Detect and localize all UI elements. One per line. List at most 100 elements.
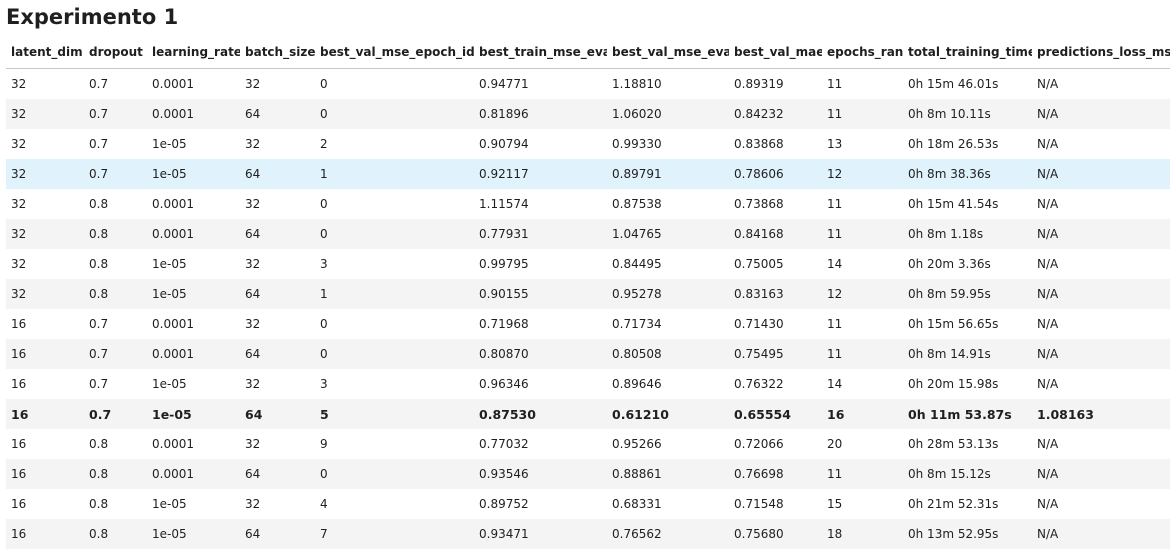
table-cell-best-val-mse-eval: 0.80508 — [612, 347, 662, 361]
table-cell-dropout: 0.8 — [89, 497, 109, 511]
table-cell-epochs-ran: 18 — [827, 527, 843, 541]
table-cell-epochs-ran: 12 — [827, 167, 843, 181]
table-cell-best-train-mse-eval: 0.99795 — [479, 257, 529, 271]
table-cell-best-val-mse-epoch-idx: 0 — [320, 77, 328, 91]
column-header[interactable]: learning_rate — [147, 36, 240, 69]
table-row[interactable]: 16 0.8 1e-05 64 7 0.93471 0.76562 0.75680 18 0h 1… — [6, 519, 1170, 549]
table-cell-best-train-mse-eval: 0.71968 — [479, 317, 529, 331]
table-cell-learning-rate: 0.0001 — [152, 77, 194, 91]
table-row[interactable]: 16 0.8 0.0001 32 9 0.77032 0.95266 0.72066 20 0h … — [6, 429, 1170, 459]
table-cell-learning-rate: 1e-05 — [152, 257, 187, 271]
table-row[interactable]: 16 0.8 1e-05 32 4 0.89752 0.68331 0.71548 15 0h 2… — [6, 489, 1170, 519]
table-cell-best-val-mse-epoch-idx: 0 — [320, 467, 328, 481]
table-cell-learning-rate: 1e-05 — [152, 527, 187, 541]
table-cell-best-val-mse-epoch-idx: 7 — [320, 527, 328, 541]
table-cell-predictions-loss-mse: N/A — [1037, 287, 1059, 301]
table-cell-best-val-mae: 0.83163 — [734, 287, 784, 301]
table-row[interactable]: 32 0.7 1e-05 64 1 0.92117 0.89791 0.78606 12 0h 8… — [6, 159, 1170, 189]
table-cell-best-train-mse-eval: 0.80870 — [479, 347, 529, 361]
table-cell-best-val-mse-epoch-idx: 1 — [320, 287, 328, 301]
table-cell-best-val-mse-eval: 0.76562 — [612, 527, 662, 541]
table-cell-best-val-mae: 0.73868 — [734, 197, 784, 211]
table-cell-epochs-ran: 11 — [827, 107, 843, 121]
column-header[interactable]: best_val_mse_epoch_idx — [315, 36, 474, 69]
table-cell-total-training-time: 0h 21m 52.31s — [908, 497, 999, 511]
table-cell-epochs-ran: 11 — [827, 317, 843, 331]
table-row[interactable]: 32 0.8 1e-05 32 3 0.99795 0.84495 0.75005 14 0h 2… — [6, 249, 1170, 279]
column-header[interactable]: predictions_loss_mse — [1032, 36, 1170, 69]
table-row[interactable]: 16 0.8 0.0001 64 0 0.93546 0.88861 0.76698 11 0h … — [6, 459, 1170, 489]
table-cell-dropout: 0.7 — [89, 107, 109, 121]
table-cell-total-training-time: 0h 8m 38.36s — [908, 167, 991, 181]
column-header[interactable]: batch_size — [240, 36, 315, 69]
table-cell-best-val-mse-epoch-idx: 2 — [320, 137, 328, 151]
table-cell-best-train-mse-eval: 0.93471 — [479, 527, 529, 541]
table-cell-best-train-mse-eval: 0.93546 — [479, 467, 529, 481]
table-row[interactable]: 16 0.7 0.0001 32 0 0.71968 0.71734 0.71430 11 0h … — [6, 309, 1170, 339]
column-header[interactable]: best_val_mae — [729, 36, 822, 69]
table-cell-best-train-mse-eval: 0.81896 — [479, 107, 529, 121]
table-cell-best-train-mse-eval: 0.94771 — [479, 77, 529, 91]
table-cell-best-val-mse-eval: 0.89791 — [612, 167, 662, 181]
column-header[interactable]: latent_dim — [6, 36, 84, 69]
table-cell-best-val-mse-eval: 0.61210 — [612, 406, 669, 422]
table-cell-best-val-mae: 0.76322 — [734, 377, 784, 391]
table-row[interactable]: 32 0.8 0.0001 64 0 0.77931 1.04765 0.84168 11 0h … — [6, 219, 1170, 249]
table-cell-latent-dim: 32 — [11, 257, 27, 271]
table-cell-best-val-mse-epoch-idx: 4 — [320, 497, 328, 511]
table-row[interactable]: 32 0.7 1e-05 32 2 0.90794 0.99330 0.83868 13 0h 1… — [6, 129, 1170, 159]
table-cell-learning-rate: 1e-05 — [152, 137, 187, 151]
table-cell-best-val-mse-epoch-idx: 3 — [320, 257, 328, 271]
table-cell-dropout: 0.8 — [89, 287, 109, 301]
table-cell-dropout: 0.7 — [89, 167, 109, 181]
table-cell-learning-rate: 1e-05 — [152, 406, 192, 422]
table-row[interactable]: 16 0.7 0.0001 64 0 0.80870 0.80508 0.75495 11 0h … — [6, 339, 1170, 369]
table-cell-epochs-ran: 11 — [827, 77, 843, 91]
table-cell-predictions-loss-mse: N/A — [1037, 257, 1059, 271]
table-cell-latent-dim: 32 — [11, 227, 27, 241]
table-cell-total-training-time: 0h 20m 15.98s — [908, 377, 999, 391]
table-cell-predictions-loss-mse: 1.08163 — [1037, 406, 1094, 422]
column-header[interactable]: total_training_time — [903, 36, 1032, 69]
table-cell-latent-dim: 32 — [11, 197, 27, 211]
table-cell-best-val-mae: 0.75680 — [734, 527, 784, 541]
table-cell-epochs-ran: 15 — [827, 497, 843, 511]
table-cell-latent-dim: 16 — [11, 467, 27, 481]
table-cell-predictions-loss-mse: N/A — [1037, 77, 1059, 91]
table-row[interactable]: 32 0.8 1e-05 64 1 0.90155 0.95278 0.83163 12 0h 8… — [6, 279, 1170, 309]
table-cell-best-val-mse-eval: 0.87538 — [612, 197, 662, 211]
table-cell-total-training-time: 0h 15m 41.54s — [908, 197, 999, 211]
table-row[interactable]: 32 0.8 0.0001 32 0 1.11574 0.87538 0.73868 11 0h … — [6, 189, 1170, 219]
results-table: latent_dim dropout learning_rate batch_s… — [6, 36, 1170, 549]
table-cell-best-val-mse-eval: 1.06020 — [612, 107, 662, 121]
column-header[interactable]: best_val_mse_eval — [607, 36, 729, 69]
column-header[interactable]: best_train_mse_eval — [474, 36, 607, 69]
table-cell-best-val-mae: 0.76698 — [734, 467, 784, 481]
table-cell-best-val-mse-epoch-idx: 1 — [320, 167, 328, 181]
table-cell-best-val-mse-eval: 0.99330 — [612, 137, 662, 151]
table-row[interactable]: 16 0.7 1e-05 64 5 0.87530 0.61210 0.65554 16 0h 1… — [6, 399, 1170, 429]
table-cell-latent-dim: 16 — [11, 527, 27, 541]
table-row[interactable]: 32 0.7 0.0001 64 0 0.81896 1.06020 0.84232 11 0h … — [6, 99, 1170, 129]
column-header[interactable]: epochs_ran — [822, 36, 903, 69]
table-cell-learning-rate: 1e-05 — [152, 377, 187, 391]
table-cell-total-training-time: 0h 15m 46.01s — [908, 77, 999, 91]
table-cell-epochs-ran: 12 — [827, 287, 843, 301]
table-cell-best-val-mse-epoch-idx: 3 — [320, 377, 328, 391]
table-row[interactable]: 32 0.7 0.0001 32 0 0.94771 1.18810 0.89319 11 0h … — [6, 69, 1170, 100]
table-cell-latent-dim: 32 — [11, 77, 27, 91]
table-cell-best-train-mse-eval: 1.11574 — [479, 197, 529, 211]
table-cell-epochs-ran: 20 — [827, 437, 843, 451]
table-cell-best-val-mse-epoch-idx: 5 — [320, 406, 329, 422]
table-cell-predictions-loss-mse: N/A — [1037, 137, 1059, 151]
table-cell-latent-dim: 32 — [11, 287, 27, 301]
column-header[interactable]: dropout — [84, 36, 147, 69]
table-cell-best-val-mae: 0.78606 — [734, 167, 784, 181]
table-cell-best-val-mse-eval: 0.89646 — [612, 377, 662, 391]
table-cell-epochs-ran: 14 — [827, 377, 843, 391]
table-cell-dropout: 0.7 — [89, 317, 109, 331]
table-cell-best-train-mse-eval: 0.92117 — [479, 167, 529, 181]
table-cell-total-training-time: 0h 28m 53.13s — [908, 437, 999, 451]
table-cell-best-train-mse-eval: 0.77032 — [479, 437, 529, 451]
table-row[interactable]: 16 0.7 1e-05 32 3 0.96346 0.89646 0.76322 14 0h 2… — [6, 369, 1170, 399]
